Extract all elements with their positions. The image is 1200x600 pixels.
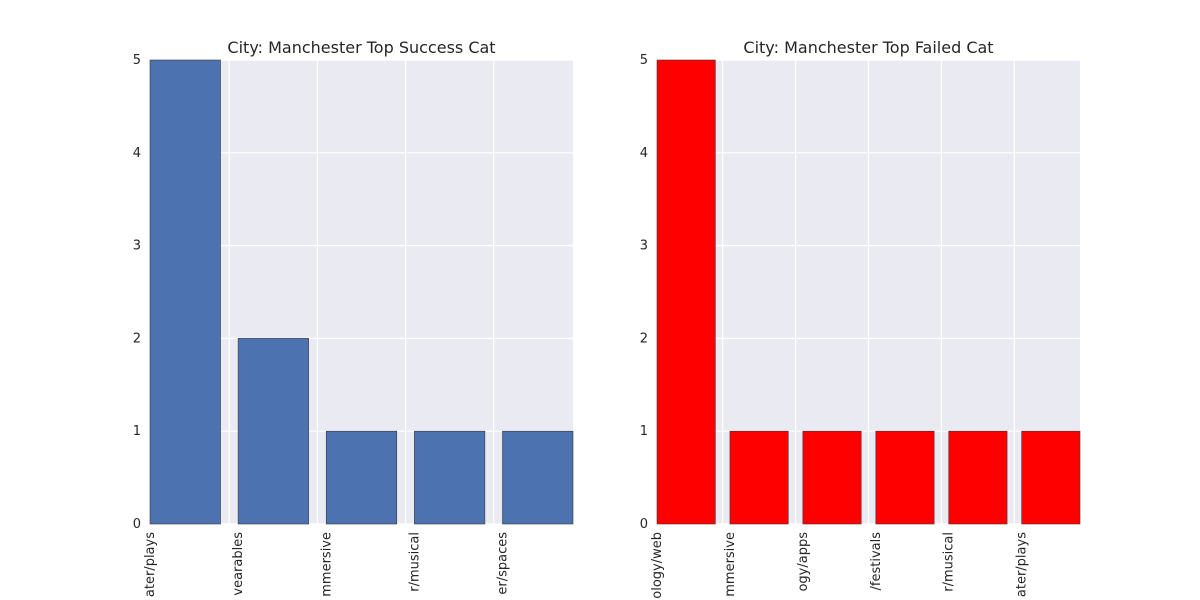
y-tick-label: 2 [133,331,141,346]
y-tick-label: 5 [133,53,141,68]
x-tick-label: ater/plays [143,532,158,597]
bar [802,430,862,525]
y-tick-label: 1 [133,424,141,439]
chart-panel-left: 0 1 2 3 4 5 ater/plays vearables mmersive r/music… [133,38,574,597]
bar [948,430,1008,525]
y-tick-label: 5 [640,53,648,68]
bar [656,59,716,525]
bar [875,430,935,525]
x-tick-label: ology/web [650,532,665,599]
y-tick-label: 3 [133,239,141,254]
y-tick-label: 0 [640,517,648,532]
bar [729,430,789,525]
x-tick-label: r/musical [407,532,422,592]
chart-title: City: Manchester Top Success Cat [227,38,495,57]
chart-panel-right: 0 1 2 3 4 5 ology/web mmersive ogy/apps/festival… [640,38,1081,599]
x-tick-label: mmersive [723,532,738,597]
y-tick-label: 2 [640,331,648,346]
x-tick-label: ogy/apps [796,532,811,592]
y-tick-label: 4 [133,146,141,161]
bar [1021,430,1081,525]
bar [325,430,398,525]
bar [149,59,221,525]
x-tick-label: /festivals [869,532,884,591]
x-tick-label: ater/plays [1015,532,1030,597]
x-tick-label: r/musical [942,532,957,592]
y-tick-label: 4 [640,146,648,161]
y-tick-label: 0 [133,517,141,532]
bar [414,430,486,525]
bar [237,338,309,525]
x-tick-label: mmersive [319,532,334,597]
chart-title: City: Manchester Top Failed Cat [743,38,993,57]
x-tick-label: er/spaces [496,532,511,595]
x-tick-label: vearables [231,532,246,596]
y-tick-label: 3 [640,239,648,254]
bar [502,430,574,525]
y-tick-label: 1 [640,424,648,439]
